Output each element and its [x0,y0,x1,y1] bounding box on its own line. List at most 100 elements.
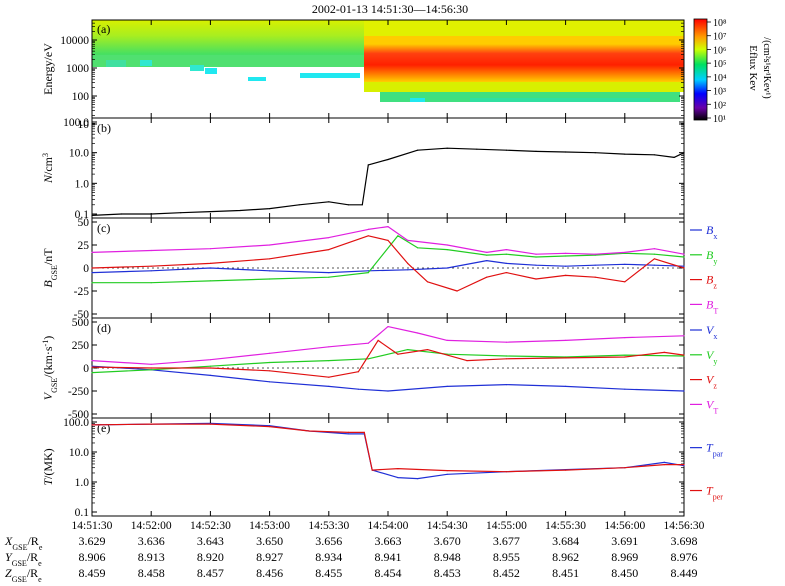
ytick-label-b-3: 100.0 [63,117,89,129]
ytick-label-c-4: 50 [78,217,90,229]
ytick-label-c-3: 25 [78,240,90,252]
data-point-c-z-3 [269,258,271,260]
data-point-c-x-14 [653,264,656,266]
ytick-label-d-0: -500 [68,409,89,421]
data-point-c-z-13 [565,274,567,276]
data-point-e-par-9 [417,478,419,480]
data-point-d-z-14 [683,354,685,356]
ephemeris-value-Y-10: 8.976 [671,550,698,564]
panel-e-yaxis: 0.1 1.0 10.0 100.0 [63,417,684,519]
xtick-label-4: 14:53:30 [308,520,349,532]
ephemeris-value-X-0: 3.629 [79,534,106,548]
data-point-c-z-17 [683,267,685,269]
xtick-label-3: 14:53:00 [249,520,290,532]
data-point-c-x-0 [91,272,93,274]
data-point-d-y-3 [269,361,271,364]
data-point-d-x-0 [91,365,93,367]
data-point-c-y-2 [209,280,211,282]
ytick-label-e-0: 0.1 [75,507,90,519]
ephemeris-value-Z-6: 8.453 [434,566,461,580]
data-point-c-z-9 [456,290,458,292]
data-point-c-z-4 [328,249,330,251]
data-point-d-z-4 [328,376,330,378]
data-point-c-T-11 [535,253,537,255]
data-point-c-x-11 [565,265,567,267]
data-point-c-T-2 [209,248,211,250]
data-point-c-x-12 [594,264,596,266]
data-point-c-y-11 [535,256,537,258]
colorbar-label-2: /(cm²s¹sr¹Kev¹) [761,37,772,98]
series-line-d-x [91,365,685,392]
data-point-d-x-7 [446,385,448,387]
ephemeris-value-Z-0: 8.459 [79,566,106,580]
data-point-e-per-2 [209,423,211,425]
ytick-label-e-3: 100.0 [63,417,89,429]
data-point-c-x-9 [505,262,507,264]
data-point-b-0-15 [476,148,478,150]
data-point-e-per-11 [565,469,567,471]
ephemeris-value-X-9: 3.691 [611,534,638,548]
ephemeris-value-Z-7: 8.452 [493,566,520,580]
legend-label-d-y: Vy [706,348,717,366]
data-point-d-z-6 [377,339,379,341]
data-point-c-z-0 [91,267,93,269]
data-point-d-z-11 [565,357,567,359]
ytick-label-b-1: 1.0 [75,178,90,190]
legend-label-e-per: Tper [706,484,723,502]
data-point-b-0-9 [347,204,350,206]
data-point-d-z-1 [150,367,152,369]
data-point-c-T-16 [683,253,685,255]
data-point-c-y-7 [417,247,419,249]
ephemeris-value-X-8: 3.684 [552,534,579,548]
data-point-c-T-3 [269,244,271,246]
xtick-label-0: 14:51:30 [72,520,113,532]
colorbar-tick-label-5: 10³ [713,87,726,98]
panel-a-yaxis: 10 100 1000 10000 [60,22,684,131]
panel-c-label: (c) [97,221,110,235]
data-point-d-T-3 [269,352,271,354]
data-point-e-per-13 [663,464,665,466]
ephemeris-value-X-2: 3.643 [197,534,224,548]
data-point-c-y-16 [683,256,685,258]
series-line-d-y [91,349,685,374]
series-line-d-T [91,326,685,365]
panel-a-label: (a) [97,22,110,36]
ephemeris-value-Z-10: 8.449 [671,566,698,580]
data-point-b-0-21 [653,154,656,156]
ephemeris-value-Y-1: 8.913 [138,550,165,564]
data-point-d-x-2 [209,374,211,376]
data-point-e-per-0 [91,424,93,426]
data-point-b-0-13 [417,149,419,151]
ytick-label-e-2: 10.0 [69,447,89,459]
ephemeris-value-Y-0: 8.906 [79,550,106,564]
data-point-d-T-4 [328,346,330,348]
ytick-label-b-0: 0.1 [75,209,90,221]
data-point-c-z-14 [594,276,596,278]
data-point-d-z-13 [663,351,665,353]
data-point-c-y-9 [486,254,488,256]
data-point-e-per-9 [446,470,448,472]
data-point-e-per-3 [269,426,271,428]
ytick-label-e-1: 1.0 [75,477,90,489]
data-point-c-z-5 [367,235,369,237]
panel-c-yaxis: -50 -25 0 25 50 [74,217,684,321]
data-point-d-y-6 [407,349,409,351]
data-point-c-x-15 [683,265,685,267]
colorbar-label-1: Eflux Kev [747,45,759,91]
data-point-e-per-7 [371,469,373,471]
data-point-d-z-7 [397,353,399,355]
panel-d-ylabel: VGSE/(km·s-1) [41,336,59,400]
data-point-c-x-4 [328,272,330,274]
panel-e-frame [91,417,685,517]
xtick-label-10: 14:56:30 [664,520,705,532]
data-point-c-y-5 [367,272,369,274]
colorbar-tick-label-3: 10⁵ [713,59,727,70]
ephemeris-value-Z-8: 8.451 [552,566,579,580]
colorbar: 10⁸ 10⁷ 10⁶ 10⁵ 10⁴ 10³ 10² 10¹ Eflux Kev /(cm²… [693,18,772,125]
ytick-label-b-2: 10.0 [69,148,89,160]
series-line-c-x [91,260,685,274]
data-point-d-T-9 [505,341,507,343]
colorbar-ticks: 10⁸ 10⁷ 10⁶ 10⁵ 10⁴ 10³ 10² 10¹ [707,18,727,125]
data-point-d-y-10 [624,354,626,356]
data-point-b-0-6 [269,208,271,210]
